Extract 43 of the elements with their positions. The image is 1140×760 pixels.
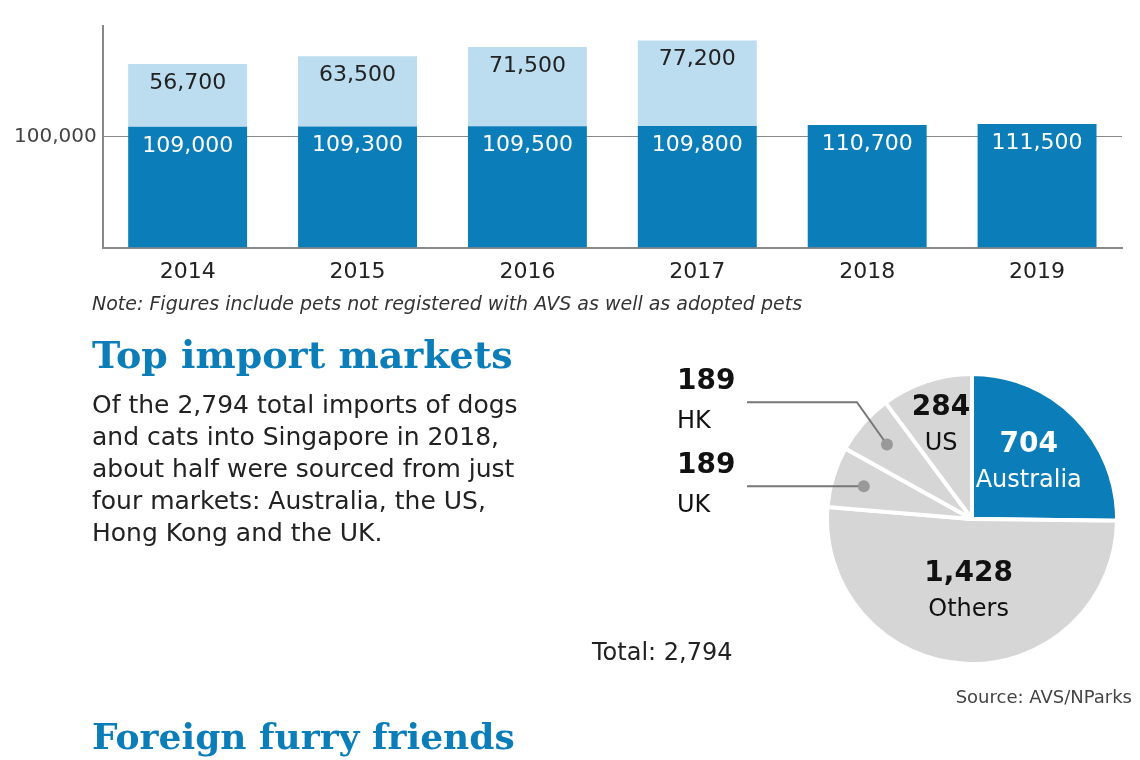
x-tick-label: 2017 bbox=[669, 257, 726, 283]
data-label: 71,500 bbox=[488, 51, 566, 77]
slice-label: Australia bbox=[975, 465, 1082, 494]
data-label: 189 bbox=[677, 363, 736, 397]
text: Foreign furry friends bbox=[92, 715, 516, 757]
bar bbox=[977, 124, 1097, 248]
slice-label: UK bbox=[677, 490, 712, 519]
slice-label: Others bbox=[928, 593, 1009, 622]
bar bbox=[637, 40, 757, 126]
data-label: 109,800 bbox=[651, 130, 743, 156]
data-label: 63,500 bbox=[319, 60, 397, 86]
x-tick-label: 2018 bbox=[839, 257, 896, 283]
y-tick-label: 100,000 bbox=[13, 123, 97, 147]
slice-label: HK bbox=[677, 406, 713, 435]
data-label: 56,700 bbox=[149, 68, 227, 94]
bar bbox=[128, 126, 248, 248]
bar bbox=[807, 124, 927, 248]
data-label: 1,428 bbox=[924, 554, 1013, 588]
x-tick-label: 2019 bbox=[1009, 257, 1066, 283]
data-label: 109,000 bbox=[142, 131, 234, 157]
source-note: Source: AVS/NParks bbox=[954, 686, 1132, 707]
bar bbox=[128, 64, 248, 127]
slice-label: US bbox=[924, 427, 958, 456]
data-label: 189 bbox=[677, 447, 736, 481]
text: Note: Figures include pets not registered with AVS as well as adopted pets bbox=[92, 292, 804, 314]
x-tick-label: 2016 bbox=[499, 257, 556, 283]
data-label: 704 bbox=[999, 426, 1058, 460]
bar bbox=[467, 47, 587, 127]
bar bbox=[298, 126, 417, 248]
data-label: 77,200 bbox=[658, 45, 736, 71]
data-label: 110,700 bbox=[821, 129, 913, 155]
text: Total: 2,794 bbox=[592, 638, 733, 666]
data-label: 284 bbox=[911, 388, 971, 422]
x-tick-label: 2014 bbox=[159, 257, 216, 283]
text: Top import markets bbox=[92, 332, 514, 377]
text: Of the 2,794 total imports of dogs and cats into Singapore in 2018, about half were sourced from just four markets: Australia, the US, Hong Kong and the UK. bbox=[92, 389, 519, 549]
bar bbox=[467, 126, 587, 248]
bar bbox=[637, 125, 757, 248]
data-label: 109,300 bbox=[312, 131, 404, 157]
bar bbox=[298, 56, 417, 127]
data-label: 111,500 bbox=[991, 128, 1083, 154]
x-tick-label: 2015 bbox=[329, 257, 386, 283]
data-label: 109,500 bbox=[481, 130, 573, 156]
